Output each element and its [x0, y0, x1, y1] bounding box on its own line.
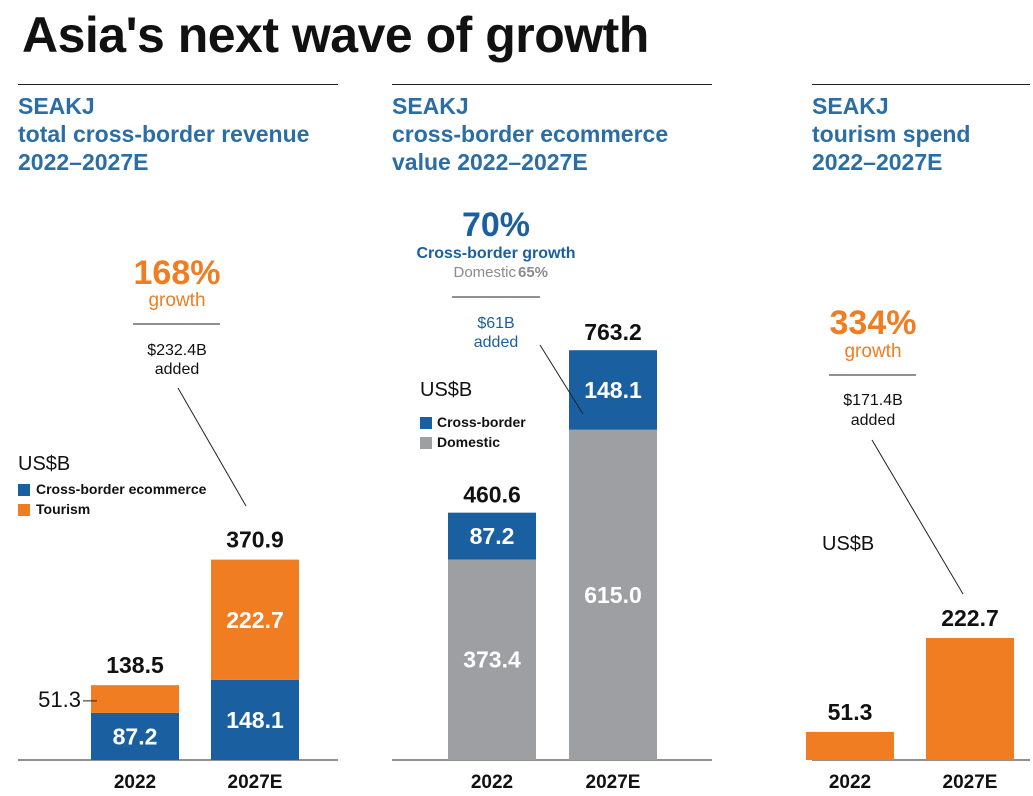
panel-2-added-value: $61B	[477, 315, 514, 332]
panel-2-legend-swatch-domestic	[420, 437, 432, 449]
panel-1-legend-tourism: Tourism	[36, 501, 90, 517]
panel-3-bar-2022	[806, 731, 894, 760]
panel-1-bar-2027E-cross-border	[211, 679, 299, 760]
panel-1-total-label: 138.5	[106, 652, 164, 678]
panel-3-total-label: 222.7	[941, 605, 999, 631]
panel-2-title-line-3: value 2022–2027E	[392, 149, 588, 175]
panel-2-title-line-1: SEAKJ	[392, 93, 469, 119]
panel-3-title-line-1: SEAKJ	[812, 93, 889, 119]
panel-2-domestic-growth-pct: 65%	[518, 264, 548, 281]
panel-2-total-label: 460.6	[463, 482, 521, 508]
panel-1-growth-label: growth	[148, 290, 205, 311]
panel-2-bar-2022-cross-border	[448, 512, 536, 560]
panel-3-x-tick: 2027E	[943, 772, 998, 793]
page-title: Asia's next wave of growth	[22, 7, 649, 63]
panel-3-title: SEAKJ tourism spend 2022–2027E	[812, 92, 970, 176]
panel-1-bar-2027E-tourism	[211, 559, 299, 680]
panel-2-domestic-growth-label: Domestic	[453, 264, 516, 281]
panel-2-legend-swatch-cross-border	[420, 417, 432, 429]
panel-1-added-label: added	[155, 361, 200, 378]
panel-3-x-tick: 2022	[829, 772, 871, 793]
panel-1-callout-leader	[177, 387, 247, 507]
panel-1-title-line-2: total cross-border revenue	[18, 121, 310, 147]
panel-3-rule	[812, 84, 1030, 85]
panel-2-total-label: 763.2	[584, 319, 642, 345]
panel-1-bar-2022-tourism	[91, 685, 179, 713]
panel-2-bar-2027E-domestic	[569, 429, 657, 760]
panel-1-title: SEAKJ total cross-border revenue 2022–20…	[18, 92, 309, 176]
panel-2-bar-2027E-cross-border	[569, 350, 657, 430]
panel-1-title-line-3: 2022–2027E	[18, 149, 149, 175]
panel-3-added-value: $171.4B	[843, 392, 903, 409]
panel-3-unit: US$B	[822, 533, 874, 555]
panel-2-title: SEAKJ cross-border ecommerce value 2022–…	[392, 92, 668, 176]
panel-3-growth-pct: 334%	[830, 304, 917, 342]
panel-1-x-tick: 2027E	[228, 772, 283, 793]
panel-1-segment-label: 222.7	[226, 607, 284, 633]
panel-1-bar-2022-cross-border	[91, 712, 179, 760]
panel-1-total-label: 370.9	[226, 527, 284, 553]
panel-1-segment-label: 87.2	[113, 723, 158, 749]
panel-2-bar-2022-domestic	[448, 559, 536, 760]
panel-1-legend-swatch-tourism	[18, 504, 30, 516]
panel-2-added-label: added	[474, 334, 519, 351]
panel-2-legend-domestic: Domestic	[437, 434, 500, 450]
panel-3-added-label: added	[851, 412, 896, 429]
panel-3-callout-leader	[871, 439, 964, 595]
panel-2-callout-leader	[539, 344, 584, 415]
panel-2-growth-label: Cross-border growth	[416, 245, 575, 262]
panel-1-added-value: $232.4B	[147, 342, 207, 359]
panel-2-segment-label: 148.1	[584, 377, 642, 403]
panel-3-growth-label: growth	[844, 341, 901, 362]
panel-1-growth-pct: 168%	[134, 254, 221, 292]
panel-1-unit: US$B	[18, 453, 70, 475]
panel-1-title-line-1: SEAKJ	[18, 93, 95, 119]
panel-3-total-label: 51.3	[828, 699, 873, 725]
panel-1-x-tick: 2022	[114, 772, 156, 793]
panel-3-bar-2027E	[926, 638, 1014, 760]
panel-3-title-line-2: tourism spend	[812, 121, 971, 147]
panel-2-x-tick: 2022	[471, 772, 513, 793]
panel-1-rule	[18, 84, 338, 85]
panel-2-title-line-2: cross-border ecommerce	[392, 121, 669, 147]
panel-2-unit: US$B	[420, 379, 472, 401]
panel-2-segment-label: 87.2	[470, 523, 515, 549]
panel-2-growth-pct: 70%	[462, 206, 530, 244]
panel-2-rule	[392, 84, 712, 85]
panel-2-legend-cross-border: Cross-border	[437, 414, 526, 430]
panel-2-segment-label: 373.4	[463, 647, 521, 673]
panel-2-segment-label: 615.0	[584, 582, 642, 608]
panel-2-x-tick: 2027E	[586, 772, 641, 793]
panel-1-legend-swatch-cross-border	[18, 484, 30, 496]
panel-1-segment-label-small: 51.3	[38, 687, 81, 712]
panel-3-title-line-3: 2022–2027E	[812, 149, 943, 175]
panel-1-legend-cross-border: Cross-border ecommerce	[36, 481, 207, 497]
panel-1-segment-label: 148.1	[226, 707, 284, 733]
